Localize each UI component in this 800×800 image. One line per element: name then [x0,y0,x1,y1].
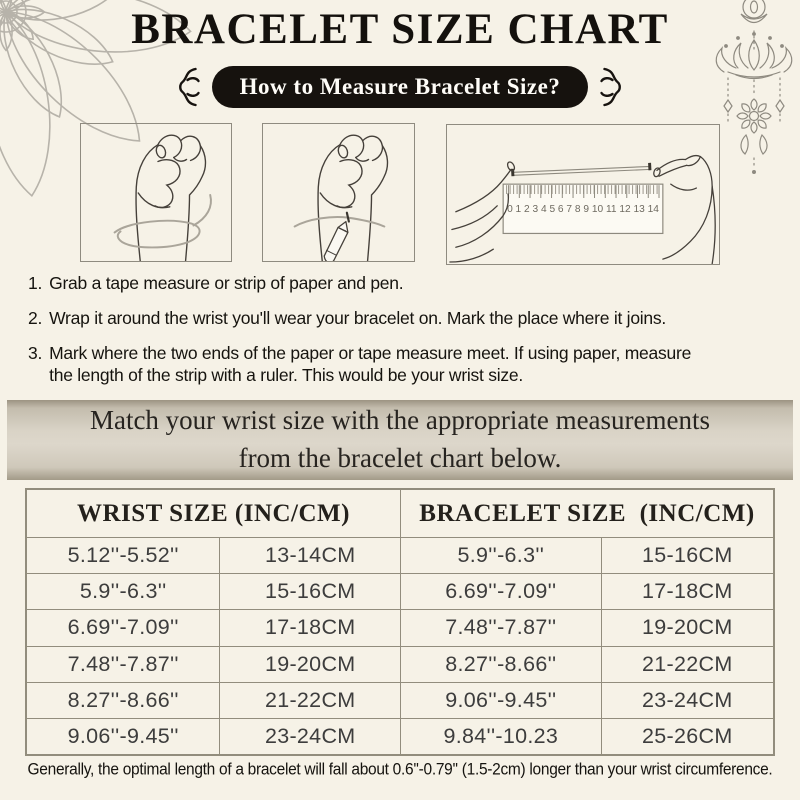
table-cell: 19-20CM [600,609,773,646]
step-1: 1. Grab a tape measure or strip of paper… [28,272,776,295]
table-cell: 21-22CM [600,645,773,682]
table-cell: 7.48''-7.87'' [399,609,601,646]
table-cell: 21-22CM [219,681,400,718]
measure-steps: 1. Grab a tape measure or strip of paper… [28,272,776,387]
page-title: BRACELET SIZE CHART [131,6,669,53]
step-number: 2. [28,307,43,328]
badge-row: How to Measure Bracelet Size? [0,66,800,108]
table-cell: 15-16CM [219,573,400,610]
illustration-mark-wrist [262,123,415,262]
step-2: 2. Wrap it around the wrist you'll wear … [28,307,776,330]
table-cell: 7.48''-7.87'' [27,645,220,682]
table-cell: 19-20CM [219,645,400,682]
table-cell: 9.06''-9.45'' [27,717,220,754]
table-cell: 6.69''-7.09'' [27,609,220,645]
step-number: 3. [28,342,43,363]
banner-line1: Match your wrist size with the appropria… [89,405,711,436]
illustration-wrap-tape [80,123,232,262]
table-cell: 5.12''-5.52'' [27,537,220,573]
hands-with-ruler-icon: 0 1 2 3 4 5 6 7 8 9 10 11 12 13 14 [449,154,716,264]
ruler-numbers: 0 1 2 3 4 5 6 7 8 9 10 11 12 13 14 [507,204,659,215]
table-cell: 8.27''-8.66'' [399,645,601,682]
table-cell: 17-18CM [219,609,400,646]
match-size-banner: Match your wrist size with the appropria… [7,400,793,480]
table-cell: 8.27''-8.66'' [27,681,220,718]
illustration-ruler-measure: 0 1 2 3 4 5 6 7 8 9 10 11 12 13 14 [446,124,720,265]
step-text: Grab a tape measure or strip of paper an… [49,273,404,293]
step-number: 1. [28,273,43,293]
step-text-line1: Mark where the two ends of the paper or … [49,342,692,363]
table-cell: 17-18CM [600,573,773,610]
table-cell: 15-16CM [600,537,773,574]
column-header-wrist-size: WRIST SIZE (INC/CM) [77,499,350,527]
table-cell: 6.69''-7.09'' [399,573,601,610]
banner-line2: from the bracelet chart below. [238,443,562,473]
size-table: WRIST SIZE (INC/CM) BRACELET SIZE (INC/C… [25,488,775,756]
table-cell: 13-14CM [219,537,400,574]
squiggle-right-icon [600,67,622,107]
footer-note: Generally, the optimal length of a brace… [27,760,773,779]
column-header-bracelet-size: BRACELET SIZE (INC/CM) [399,490,773,537]
fist-with-pen-icon [293,134,389,261]
fist-with-tape-icon [113,134,212,261]
squiggle-left-icon [178,67,200,107]
table-cell: 23-24CM [600,681,773,718]
how-to-measure-badge: How to Measure Bracelet Size? [211,66,589,108]
step-3: 3. Mark where the two ends of the paper … [28,342,776,388]
hanging-lotus-ornament-icon [715,0,793,175]
table-cell: 9.84''-10.23 [399,717,601,754]
mandala-flower-icon [0,0,195,202]
step-text-line2: the length of the strip with a ruler. Th… [49,365,523,386]
table-cell: 23-24CM [219,717,400,754]
table-cell: 5.9''-6.3'' [27,573,220,609]
step-text: Mark where the two ends of the paper or … [49,342,691,388]
table-cell: 9.06''-9.45'' [399,681,601,718]
table-cell: 25-26CM [600,717,773,754]
step-text: Wrap it around the wrist you'll wear you… [49,307,667,328]
table-cell: 5.9''-6.3'' [399,537,601,574]
